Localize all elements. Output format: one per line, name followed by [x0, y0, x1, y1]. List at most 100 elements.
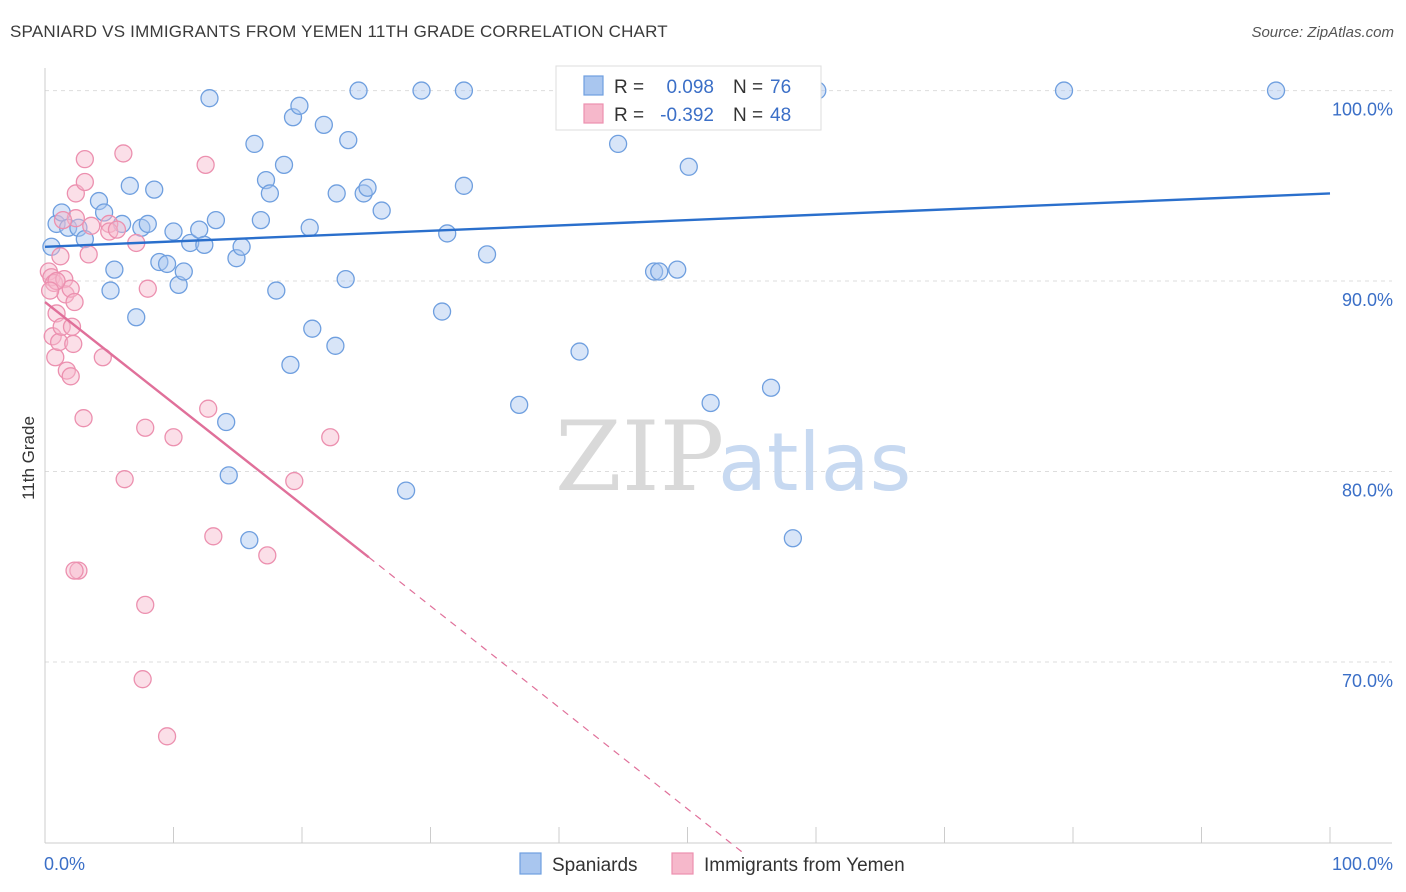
data-point	[114, 144, 133, 163]
yemen-points	[39, 144, 340, 746]
data-point	[75, 172, 94, 192]
x-tick-labels: 0.0% 100.0%	[44, 854, 1393, 874]
data-point	[783, 529, 803, 548]
data-point	[115, 470, 134, 489]
stats-n-label: N =	[733, 105, 763, 126]
x-tick-label-max: 100.0%	[1332, 854, 1393, 874]
stats-n-value: 48	[770, 105, 791, 126]
stats-n-label: N =	[733, 77, 763, 98]
legend-item-label[interactable]: Spaniards	[552, 855, 638, 876]
data-point	[164, 428, 183, 447]
data-point	[251, 210, 271, 230]
data-point	[281, 355, 300, 375]
y-tick-label: 80.0%	[1342, 481, 1393, 501]
data-point	[127, 308, 146, 327]
data-point	[101, 281, 120, 300]
data-point	[349, 81, 368, 100]
yemen-trend-line	[44, 301, 370, 559]
stats-swatch	[583, 103, 604, 124]
data-point	[274, 155, 294, 175]
data-point	[138, 214, 157, 234]
trend-lines	[44, 192, 1331, 853]
data-point	[105, 260, 124, 279]
y-tick-label: 90.0%	[1342, 290, 1393, 310]
data-point	[300, 218, 319, 237]
stats-r-value: -0.392	[660, 105, 714, 126]
data-point	[285, 471, 304, 491]
data-point	[232, 237, 251, 256]
watermark-zip: ZIP	[555, 401, 724, 513]
data-point	[267, 281, 286, 300]
stats-swatch	[583, 75, 604, 96]
data-point	[190, 220, 209, 239]
data-point	[65, 292, 84, 312]
data-point	[510, 395, 529, 415]
legend-swatch[interactable]	[519, 852, 542, 875]
stats-r-label: R =	[614, 105, 644, 126]
data-point	[245, 134, 264, 154]
data-point	[40, 281, 60, 300]
data-point	[181, 233, 200, 253]
data-point	[432, 302, 452, 321]
axes	[44, 68, 1392, 844]
data-point	[74, 409, 93, 428]
data-point	[438, 224, 457, 243]
data-point	[1266, 81, 1286, 100]
data-point	[644, 262, 664, 281]
data-point	[761, 378, 781, 397]
data-point	[61, 367, 80, 386]
y-axis-label: 11th Grade	[19, 416, 38, 500]
data-point	[701, 393, 720, 413]
data-point	[240, 530, 259, 550]
data-point	[570, 342, 589, 361]
legend-swatch[interactable]	[671, 852, 694, 875]
data-point	[82, 216, 101, 235]
yemen-trend-extension	[368, 556, 744, 853]
data-point	[120, 176, 139, 195]
stats-box: R = 0.098 N = 76 R = -0.392 N = 48	[555, 65, 822, 131]
data-point	[145, 180, 164, 199]
data-point	[290, 96, 309, 115]
data-point	[258, 546, 277, 565]
data-point	[46, 348, 65, 367]
data-point	[89, 191, 109, 211]
data-point	[668, 260, 687, 279]
data-point	[326, 336, 345, 355]
data-point	[227, 249, 246, 268]
stats-n-value: 76	[770, 77, 791, 98]
data-point	[679, 157, 698, 176]
data-point	[94, 203, 114, 222]
data-point	[51, 247, 70, 266]
legend-item-label[interactable]: Immigrants from Yemen	[704, 855, 905, 876]
data-point	[107, 220, 127, 239]
legend[interactable]: Spaniards Immigrants from Yemen	[519, 852, 905, 876]
data-point	[75, 149, 94, 169]
data-point	[314, 115, 333, 135]
x-tick-label-min: 0.0%	[44, 854, 85, 874]
data-point	[650, 262, 669, 281]
gridlines	[45, 90, 1392, 663]
data-point	[157, 254, 177, 274]
data-point	[219, 466, 238, 485]
data-point	[69, 561, 88, 580]
data-point	[412, 81, 431, 100]
y-tick-label: 100.0%	[1332, 100, 1393, 120]
data-point	[454, 176, 474, 195]
y-tick-label: 70.0%	[1342, 671, 1393, 691]
data-point	[53, 210, 73, 230]
data-point	[133, 670, 152, 689]
data-point	[358, 178, 377, 197]
data-point	[372, 201, 391, 220]
data-point	[49, 332, 69, 352]
data-point	[157, 727, 177, 746]
data-point	[260, 184, 280, 203]
data-point	[79, 245, 98, 264]
data-point	[52, 317, 71, 336]
data-point	[217, 412, 236, 432]
data-point	[1054, 81, 1074, 100]
data-point	[174, 262, 193, 281]
stats-r-value: 0.098	[666, 77, 714, 98]
data-point	[136, 595, 155, 615]
y-tick-labels: 70.0% 80.0% 90.0% 100.0%	[1332, 100, 1393, 691]
